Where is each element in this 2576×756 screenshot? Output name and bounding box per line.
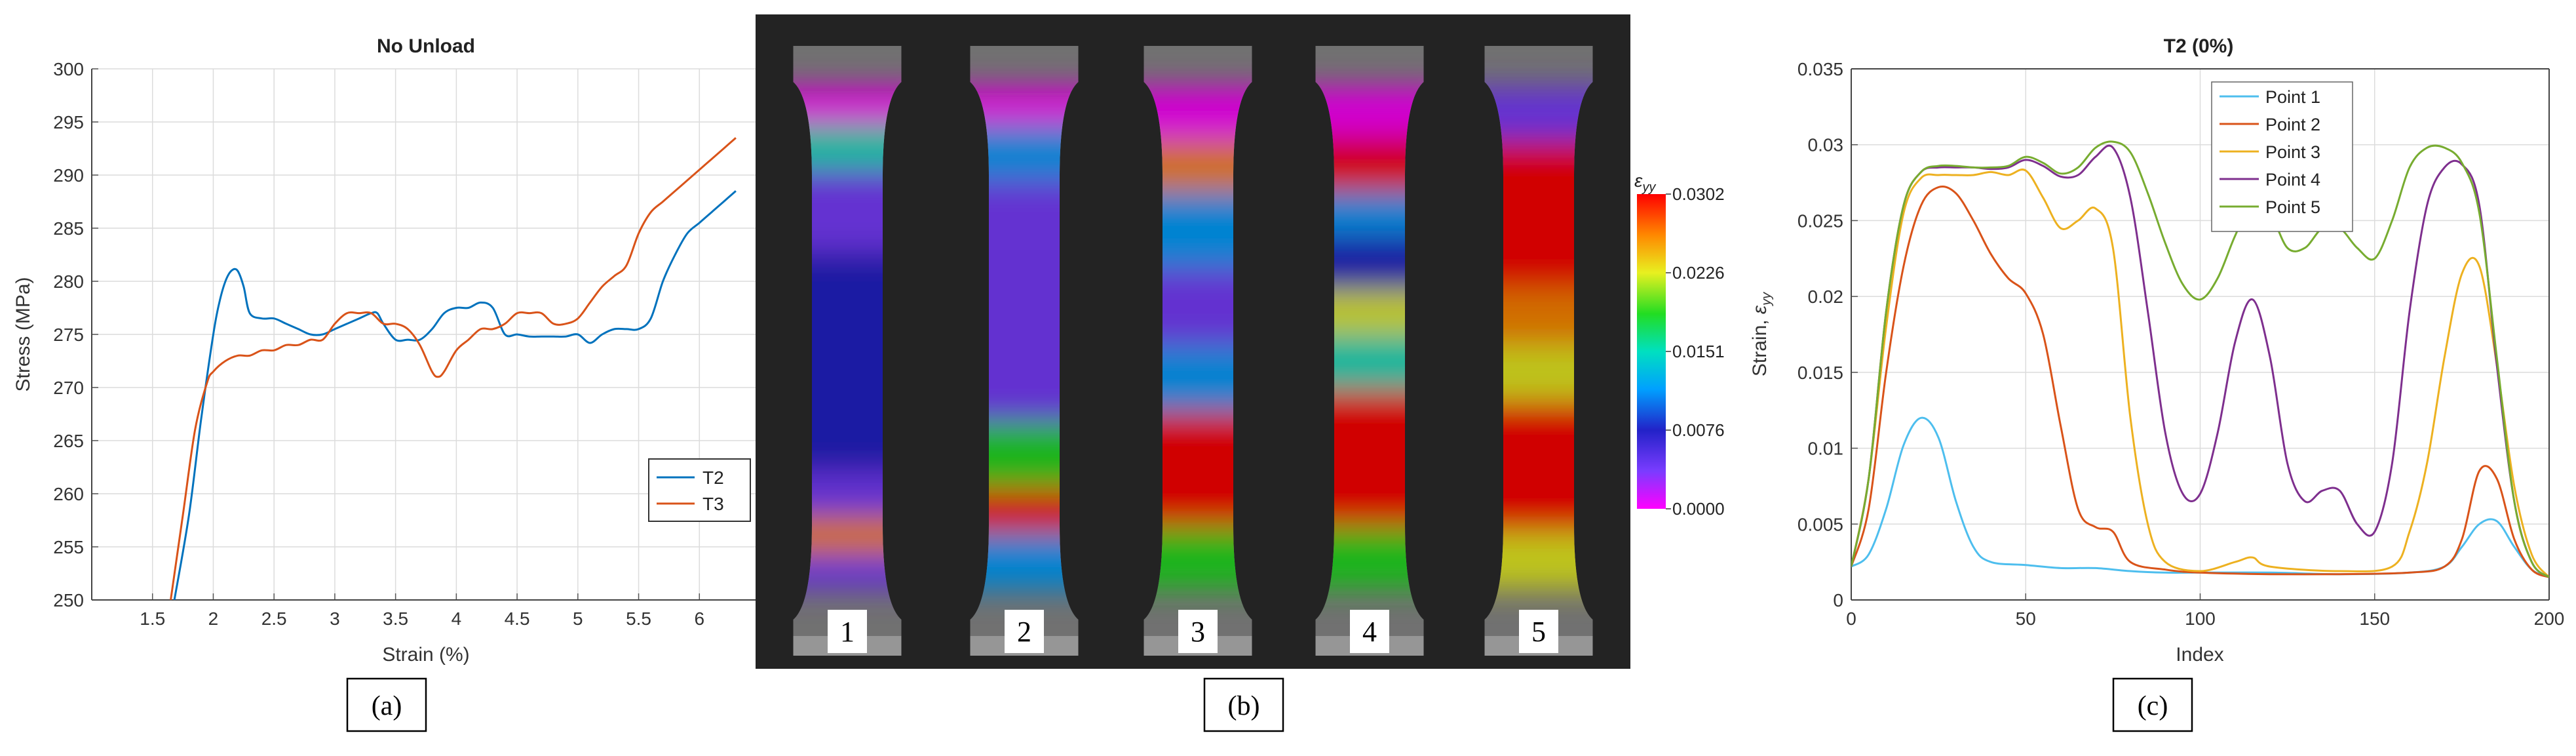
svg-text:(c): (c) [2138,691,2168,721]
chart-c-title: T2 (0%) [2164,35,2234,57]
x-tick-label: 6 [694,608,704,629]
chart-a-y-label: Stress (MPa) [12,277,34,391]
specimen-label: 1 [840,616,855,648]
chart-a-y-ticks: 250 255 260 265 270 275 280 285 290 295 300 [53,59,84,610]
series-line-point-3 [1851,169,2549,578]
chart-c-legend: Point 1 Point 2 Point 3 Point 4 Point 5 [2211,81,2353,232]
legend-label: Point 1 [2265,87,2320,107]
y-tick-label: 0.005 [1797,514,1843,534]
colorbar: εyy 0.0302 0.0226 0.0151 0.0076 0.0000 [1634,170,1725,519]
y-tick-label: 270 [53,378,84,398]
svg-text:(a): (a) [372,691,402,721]
legend-label-t2: T2 [702,468,724,488]
panel-label-a: (a) [346,677,427,732]
x-tick-label: 5 [573,608,583,629]
x-tick-label: 100 [2185,608,2216,629]
x-tick-label: 0 [1846,608,1856,629]
chart-c-y-label: Strain, εyy [1749,292,1774,376]
chart-a-title: No Unload [377,35,475,57]
colorbar-label: εyy [1634,170,1656,195]
y-tick-label: 0.025 [1797,210,1843,231]
y-tick-label: 250 [53,590,84,610]
panel-label-b: (b) [1203,677,1284,732]
y-tick-label: 290 [53,165,84,186]
series-line-t2 [173,190,737,600]
series-line-point-2 [1851,185,2549,578]
colorbar-tick-label: 0.0302 [1672,184,1725,204]
y-tick-label: 0.015 [1797,363,1843,383]
y-tick-label: 280 [53,271,84,292]
y-tick-label: 265 [53,431,84,451]
x-tick-label: 4 [452,608,462,629]
specimen-label: 2 [1017,616,1031,648]
x-tick-label: 4.5 [505,608,530,629]
specimen-label: 4 [1362,616,1377,648]
y-tick-label: 300 [53,59,84,79]
panel-label-c: (c) [2112,677,2193,732]
y-tick-label: 255 [53,537,84,557]
y-tick-label: 0.02 [1808,287,1844,307]
x-tick-label: 200 [2534,608,2565,629]
x-tick-label: 2.5 [261,608,287,629]
chart-c-y-ticks: 0 0.005 0.01 0.015 0.02 0.025 0.03 0.035 [1797,59,1843,610]
colorbar-tick-label: 0.0226 [1672,263,1725,283]
legend-label: Point 4 [2265,170,2320,189]
colorbar-tick-label: 0.0000 [1672,499,1725,519]
chart-c-x-label: Index [2176,644,2223,666]
colorbar-tick-label: 0.0076 [1672,420,1725,440]
chart-a: No Unload 250255260265270275280285290295… [12,35,760,732]
y-tick-label: 260 [53,484,84,504]
y-tick-label: 0 [1833,590,1843,610]
chart-a-legend: T2 T3 [648,458,751,522]
y-tick-label: 295 [53,112,84,132]
y-tick-label: 285 [53,218,84,239]
y-tick-label: 275 [53,325,84,345]
chart-a-x-ticks: 1.5 2 2.5 3 3.5 4 4.5 5 5.5 6 [140,608,704,629]
x-tick-label: 3.5 [383,608,408,629]
x-tick-label: 1.5 [140,608,165,629]
x-tick-label: 50 [2016,608,2036,629]
x-tick-label: 150 [2359,608,2390,629]
series-line-point-5 [1851,140,2549,578]
chart-a-axes [91,68,760,601]
x-tick-label: 2 [208,608,219,629]
dic-strain-maps: 1 2 3 4 5 εyy 0.0302 0.0226 0.0151 0.0076 0.0000 [756,14,1725,669]
series-line-point-1 [1851,416,2549,578]
specimen-label: 3 [1191,616,1205,648]
legend-label: Point 3 [2265,142,2320,162]
chart-c-x-ticks: 0 50 100 150 200 [1846,608,2564,629]
y-tick-label: 0.01 [1808,439,1844,459]
chart-c: T2 (0%) 0 0.005 0.01 0.015 0.02 0.025 0.03 0.03… [1749,35,2564,732]
colorbar-tick-label: 0.0151 [1672,342,1725,361]
series-line-t3 [170,137,737,600]
chart-c-axes [1851,68,2550,601]
series-line-point-4 [1851,144,2549,578]
colorbar-gradient [1637,194,1666,509]
x-tick-label: 3 [330,608,340,629]
legend-label: Point 2 [2265,115,2320,134]
svg-text:(b): (b) [1228,691,1260,721]
y-tick-label: 0.03 [1808,135,1844,155]
chart-c-series [1851,140,2549,578]
chart-a-series [170,137,737,600]
specimen-label: 5 [1531,616,1546,648]
legend-label: Point 5 [2265,197,2320,217]
x-tick-label: 5.5 [626,608,651,629]
chart-a-x-label: Strain (%) [382,644,469,666]
y-tick-label: 0.035 [1797,59,1843,79]
legend-label-t3: T3 [702,494,724,514]
